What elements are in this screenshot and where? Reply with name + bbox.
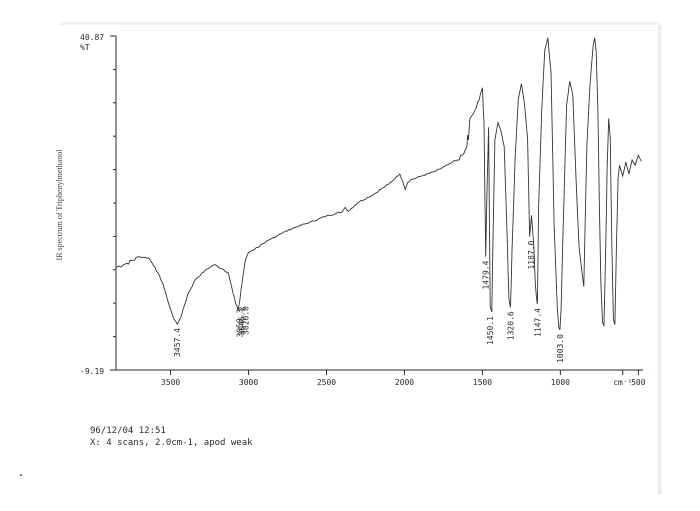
- peak-label-holder: 3457.4: [173, 328, 182, 357]
- x-tick-label: 1000: [551, 378, 570, 387]
- peak-label-holder: 3058.3: [235, 309, 244, 338]
- x-tick-label: cm⁻¹: [613, 378, 632, 387]
- peak-label-holder: 1147.4: [533, 308, 542, 337]
- peak-label: 1320.6: [506, 311, 515, 340]
- speck-mark: [20, 474, 22, 476]
- y-side-label-group: IR spectrum of Triphenylmethanol: [55, 149, 64, 261]
- peak-label: 1147.4: [533, 308, 542, 337]
- x-tick-label: 2000: [395, 378, 414, 387]
- x-tick-label: 2500: [317, 378, 336, 387]
- footer-scan-info: X: 4 scans, 2.0cm-1, apod weak: [90, 438, 253, 448]
- peak-label: 3020.0: [241, 306, 250, 335]
- peak-label: 1003.0: [556, 334, 565, 363]
- y-minor-tick-group: [113, 68, 116, 338]
- peak-label-holder: 1320.6: [506, 311, 515, 340]
- x-tick-label: 3000: [239, 378, 258, 387]
- peak-label: 1450.1: [486, 316, 495, 345]
- plot-area-frame: [115, 29, 661, 371]
- peak-label-holder: 1479.4: [482, 260, 491, 289]
- x-tick-label: 3500: [161, 378, 180, 387]
- peak-label: 3058.3: [235, 309, 244, 338]
- y-unit-label: %T: [80, 43, 90, 52]
- peak-label: 1479.4: [482, 260, 491, 289]
- peak-label: 3457.4: [173, 328, 182, 357]
- x-tick-label: 1500: [473, 378, 492, 387]
- peak-label-holder: 3020.0: [241, 306, 250, 335]
- x-tick-group: 3500 3000 2500 2000 1500 1000 cm⁻¹500: [161, 370, 646, 387]
- peak-label-holder: 1187.0: [527, 240, 536, 269]
- peak-label-holder: 1003.0: [556, 334, 565, 363]
- peak-label-holder: 3046.2: [237, 307, 246, 336]
- y-bottom-value: -9.19: [80, 367, 104, 376]
- spectrum-line: [115, 37, 642, 331]
- peak-label: 3046.2: [237, 307, 246, 336]
- sheet-edge-top: [60, 22, 660, 25]
- y-top-value: 40.87: [80, 33, 104, 42]
- instrument-footer: 96/12/04 12:51 X: 4 scans, 2.0cm-1, apod…: [90, 425, 253, 449]
- y-side-label: IR spectrum of Triphenylmethanol: [55, 149, 64, 261]
- x-tick-label: 500: [631, 378, 646, 387]
- peak-label-holder: 1450.1: [486, 316, 495, 345]
- peak-label: 1187.0: [527, 240, 536, 269]
- footer-datetime: 96/12/04 12:51: [90, 426, 166, 436]
